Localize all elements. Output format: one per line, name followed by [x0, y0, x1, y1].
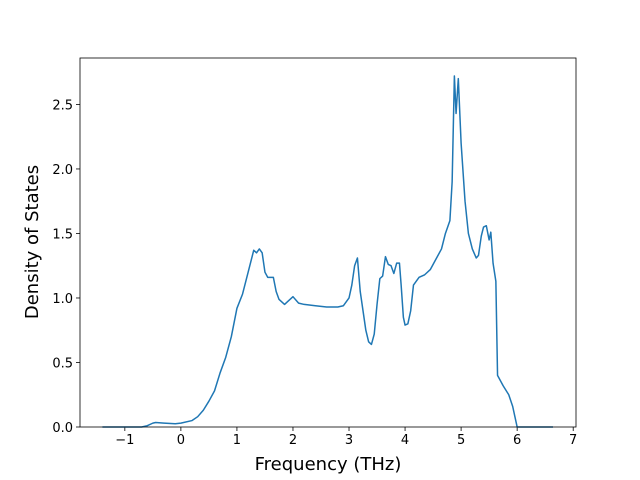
y-tick-label: 0.0 — [52, 421, 73, 436]
x-tick-label: 0 — [177, 433, 185, 448]
x-tick-label: 2 — [289, 433, 297, 448]
x-tick-label: 6 — [513, 433, 521, 448]
x-tick-label: 4 — [401, 433, 409, 448]
x-tick-label: 7 — [569, 433, 577, 448]
y-tick-label: 2.5 — [52, 98, 73, 113]
y-tick-label: 2.0 — [52, 163, 73, 178]
y-axis-label: Density of States — [22, 165, 43, 319]
x-axis-label: Frequency (THz) — [255, 454, 402, 475]
x-tick-label: 1 — [233, 433, 241, 448]
y-tick-label: 0.5 — [52, 356, 73, 371]
x-tick-label: 5 — [457, 433, 465, 448]
x-tick-label: 3 — [345, 433, 353, 448]
y-tick-label: 1.5 — [52, 227, 73, 242]
plot-frame — [79, 57, 577, 428]
line — [102, 75, 554, 428]
x-tick-label: −1 — [115, 433, 134, 448]
y-tick-label: 1.0 — [52, 292, 73, 307]
